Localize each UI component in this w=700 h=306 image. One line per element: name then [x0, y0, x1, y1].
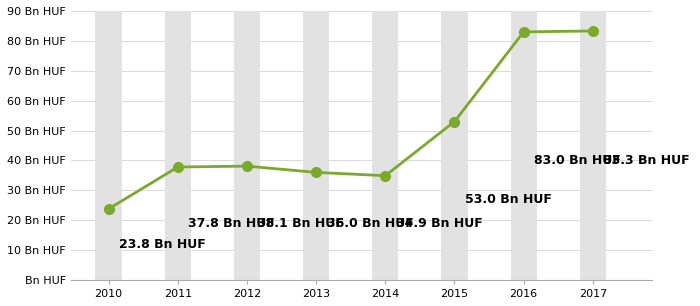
Bar: [234, 11, 260, 280]
Bar: [95, 11, 122, 280]
Text: 37.8 Bn HUF: 37.8 Bn HUF: [188, 217, 275, 230]
Text: 36.0 Bn HUF: 36.0 Bn HUF: [326, 217, 413, 230]
Text: 83.3 Bn HUF: 83.3 Bn HUF: [603, 154, 690, 167]
Bar: [580, 11, 606, 280]
Bar: [303, 11, 329, 280]
Bar: [372, 11, 398, 280]
Text: 83.0 Bn HUF: 83.0 Bn HUF: [534, 154, 621, 167]
Bar: [441, 11, 468, 280]
Text: 38.1 Bn HUF: 38.1 Bn HUF: [258, 217, 344, 230]
Text: 53.0 Bn HUF: 53.0 Bn HUF: [465, 193, 552, 206]
Text: 23.8 Bn HUF: 23.8 Bn HUF: [119, 238, 206, 251]
Bar: [510, 11, 537, 280]
Text: 34.9 Bn HUF: 34.9 Bn HUF: [395, 217, 482, 230]
Bar: [164, 11, 191, 280]
